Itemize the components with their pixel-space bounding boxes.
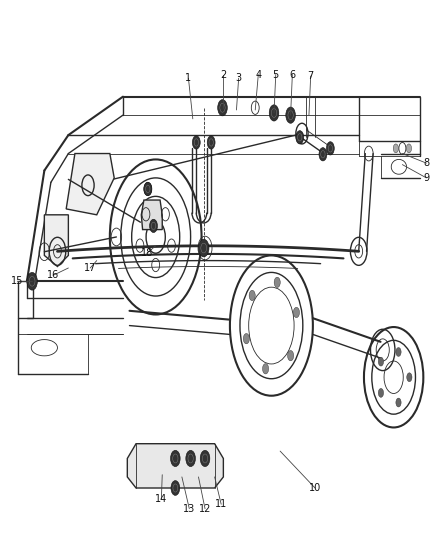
Circle shape xyxy=(288,351,293,361)
Text: 15: 15 xyxy=(11,276,24,286)
Circle shape xyxy=(144,182,152,196)
Text: 17: 17 xyxy=(84,263,96,273)
Circle shape xyxy=(286,107,295,123)
Circle shape xyxy=(293,308,300,318)
Circle shape xyxy=(244,334,249,344)
Circle shape xyxy=(150,219,157,232)
Circle shape xyxy=(396,348,401,357)
Text: 6: 6 xyxy=(289,69,295,79)
Polygon shape xyxy=(127,443,223,488)
Circle shape xyxy=(27,272,37,290)
Circle shape xyxy=(262,364,268,374)
Circle shape xyxy=(171,481,180,495)
Circle shape xyxy=(296,131,304,144)
Text: 13: 13 xyxy=(183,504,195,514)
Text: 11: 11 xyxy=(215,499,227,509)
Text: 9: 9 xyxy=(424,173,429,183)
Text: 7: 7 xyxy=(307,71,314,81)
Circle shape xyxy=(192,136,200,149)
Text: 3: 3 xyxy=(236,73,242,83)
Circle shape xyxy=(319,148,327,161)
Polygon shape xyxy=(66,154,114,215)
Circle shape xyxy=(170,450,180,466)
Circle shape xyxy=(218,100,227,116)
Circle shape xyxy=(407,373,412,382)
Text: 14: 14 xyxy=(155,494,167,504)
Text: 2: 2 xyxy=(220,69,226,79)
Text: 8: 8 xyxy=(424,158,429,168)
Circle shape xyxy=(378,357,384,366)
Circle shape xyxy=(200,450,210,466)
Text: 10: 10 xyxy=(309,483,321,493)
Text: 1: 1 xyxy=(185,73,191,83)
Text: 12: 12 xyxy=(199,504,211,514)
Circle shape xyxy=(396,398,401,407)
Polygon shape xyxy=(44,215,68,266)
Circle shape xyxy=(207,136,215,149)
Text: 4: 4 xyxy=(255,69,261,79)
Circle shape xyxy=(249,290,255,301)
Circle shape xyxy=(326,142,334,155)
Circle shape xyxy=(198,239,209,257)
Circle shape xyxy=(406,144,412,153)
Text: 5: 5 xyxy=(272,69,279,79)
Text: 18: 18 xyxy=(141,248,153,258)
Circle shape xyxy=(186,450,195,466)
Circle shape xyxy=(393,144,399,153)
Text: 16: 16 xyxy=(47,270,59,280)
Circle shape xyxy=(274,277,280,287)
Polygon shape xyxy=(141,200,162,230)
Circle shape xyxy=(378,389,384,397)
Circle shape xyxy=(269,105,279,121)
